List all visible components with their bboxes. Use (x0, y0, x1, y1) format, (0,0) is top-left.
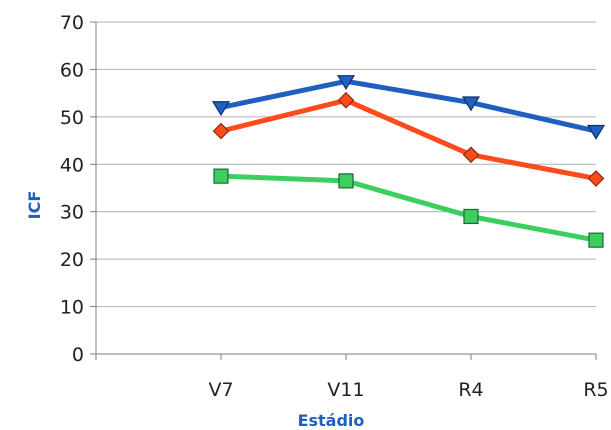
x-axis-title: Estádio (298, 411, 365, 430)
series-1-point-v11 (336, 75, 356, 91)
y-tick-label: 0 (72, 344, 84, 366)
y-tick-label: 60 (60, 59, 84, 81)
x-tick-label-v7: V7 (208, 379, 233, 401)
gridlines (96, 21, 596, 308)
series-2-point-v7 (212, 122, 230, 140)
y-tick-label: 50 (60, 107, 84, 129)
y-tick-label: 40 (60, 154, 84, 176)
y-tick-label: 70 (60, 12, 84, 34)
series-3 (213, 168, 604, 248)
series-1-point-r5 (586, 124, 606, 140)
series-1-point-r4 (461, 96, 481, 112)
series-3-line (218, 173, 599, 243)
tick-labels: 0 10 20 30 40 50 60 70 V7 V11 R4 R5 (60, 12, 609, 401)
y-axis-title: ICF (25, 191, 44, 220)
y-tick-label: 20 (60, 249, 84, 271)
x-tick-label-r4: R4 (458, 379, 483, 401)
series-2-point-r5 (587, 170, 605, 187)
axes (90, 21, 597, 360)
series-1-point-v7 (211, 101, 231, 117)
series-1 (211, 75, 606, 140)
y-tick-label: 10 (60, 297, 84, 319)
series-3-point-r5 (588, 232, 604, 248)
series-1-line (218, 78, 599, 134)
series-2-line (218, 97, 599, 181)
series-2 (212, 91, 605, 187)
series-group (211, 75, 606, 248)
series-3-point-v7 (213, 168, 229, 184)
series-3-point-v11 (338, 173, 354, 189)
series-2-point-r4 (462, 146, 480, 164)
y-tick-label: 30 (60, 202, 84, 224)
series-2-point-v11 (337, 91, 355, 109)
x-tick-label-r5: R5 (583, 379, 608, 401)
series-3-point-r4 (463, 208, 479, 225)
x-tick-label-v11: V11 (327, 379, 364, 401)
